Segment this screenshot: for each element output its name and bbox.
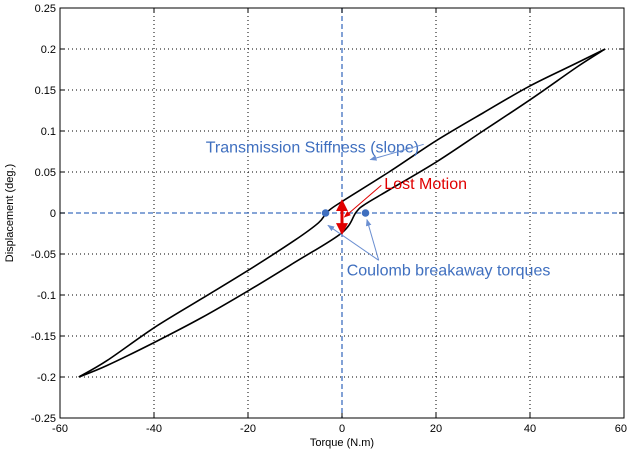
y-axis-label: Displacement (deg.) — [4, 164, 16, 262]
annotation-arrow — [369, 143, 424, 161]
y-tick-label: -0.05 — [31, 249, 56, 261]
annotation-arrow — [343, 184, 382, 218]
unloading-branch-curve — [78, 48, 606, 378]
x-tick-label: 60 — [615, 423, 627, 435]
y-tick-label: -0.1 — [37, 290, 56, 302]
x-axis-label: Torque (N.m) — [310, 437, 374, 449]
y-tick-label: -0.15 — [31, 331, 56, 343]
y-tick-label: -0.2 — [37, 372, 56, 384]
x-tick-label: -60 — [52, 423, 68, 435]
breakaway-marker — [361, 209, 370, 217]
breakaway-annotation: Coulomb breakaway torques — [347, 262, 551, 279]
y-tick-label: 0 — [50, 208, 56, 220]
x-tick-label: -20 — [240, 423, 256, 435]
y-tick-label: 0.05 — [35, 167, 56, 179]
annotation-arrow — [365, 218, 380, 261]
y-tick-label: -0.25 — [31, 413, 56, 425]
y-tick-label: 0.25 — [35, 3, 56, 15]
x-tick-label: 40 — [524, 423, 536, 435]
y-tick-label: 0.2 — [41, 44, 56, 56]
x-tick-label: 0 — [339, 423, 345, 435]
stiffness-annotation: Transmission Stiffness (slope) — [206, 139, 419, 156]
x-tick-label: -40 — [146, 423, 162, 435]
y-tick-label: 0.1 — [41, 126, 56, 138]
y-tick-label: 0.15 — [35, 85, 56, 97]
breakaway-marker — [321, 209, 330, 217]
x-tick-label: 20 — [430, 423, 442, 435]
annotation-arrow — [327, 224, 379, 261]
lost-motion-annotation: Lost Motion — [384, 176, 467, 193]
